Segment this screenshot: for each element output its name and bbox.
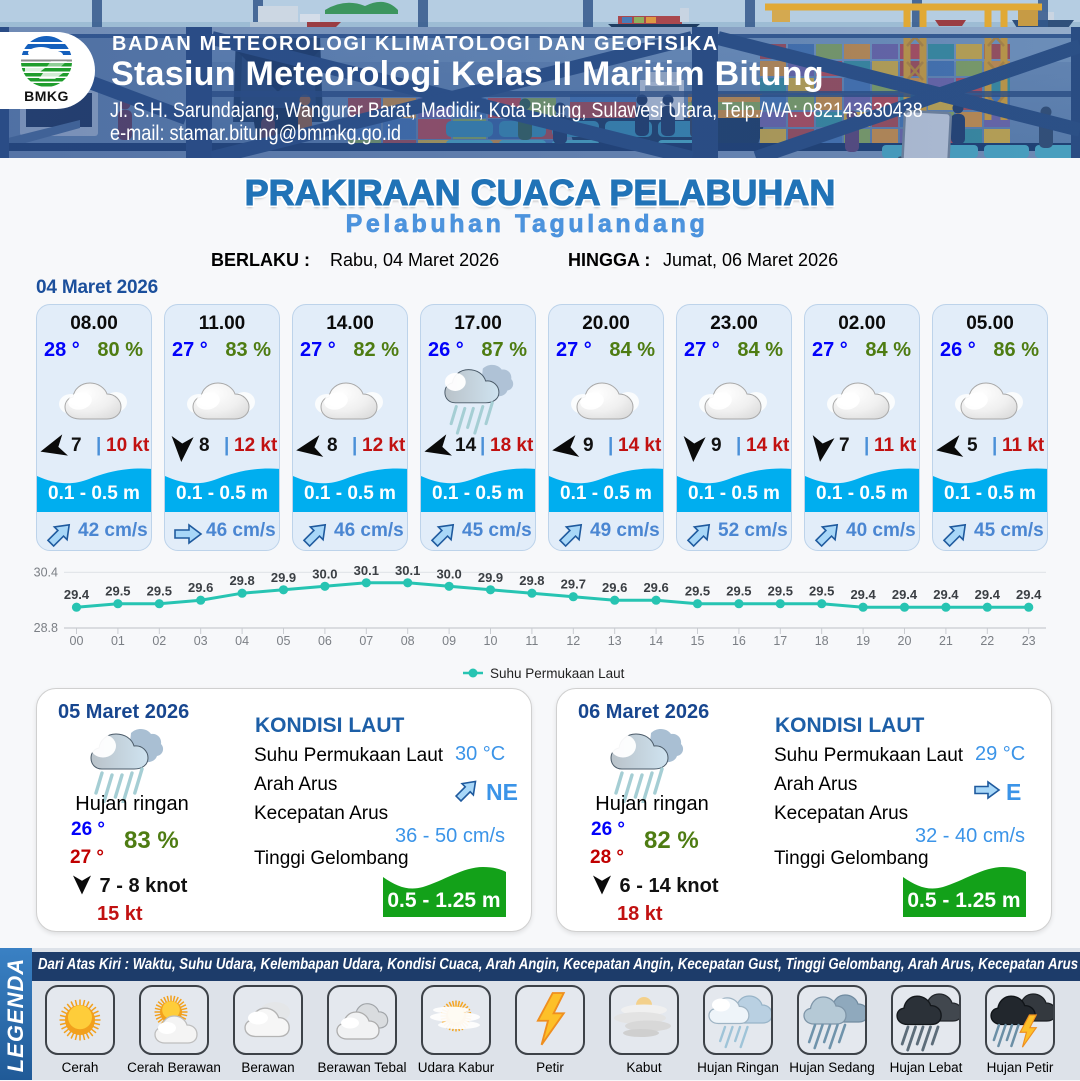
svg-text:30.1: 30.1 — [354, 563, 379, 578]
svg-text:30.4: 30.4 — [34, 565, 58, 579]
svg-text:0.5 - 1.25 m: 0.5 - 1.25 m — [907, 889, 1020, 912]
svg-text:21: 21 — [939, 634, 953, 648]
svg-text:29.8: 29.8 — [229, 573, 254, 588]
svg-text:Suhu Permukaan Laut: Suhu Permukaan Laut — [490, 666, 625, 681]
svg-text:16: 16 — [732, 634, 746, 648]
svg-text:23: 23 — [1022, 634, 1036, 648]
svg-text:0.5 - 1.25 m: 0.5 - 1.25 m — [387, 889, 500, 912]
svg-text:12: 12 — [566, 634, 580, 648]
svg-text:29.6: 29.6 — [602, 580, 627, 595]
svg-text:29.6: 29.6 — [643, 580, 668, 595]
svg-text:14: 14 — [649, 634, 663, 648]
svg-text:29.6: 29.6 — [188, 580, 213, 595]
svg-text:01: 01 — [111, 634, 125, 648]
svg-text:29.4: 29.4 — [1016, 587, 1042, 602]
svg-text:29.4: 29.4 — [975, 587, 1001, 602]
svg-text:28.8: 28.8 — [34, 621, 58, 635]
svg-text:30.0: 30.0 — [312, 566, 337, 581]
svg-text:03: 03 — [194, 634, 208, 648]
svg-text:29.7: 29.7 — [561, 577, 586, 592]
svg-text:11: 11 — [525, 634, 538, 648]
svg-text:29.5: 29.5 — [105, 584, 130, 599]
svg-text:29.9: 29.9 — [271, 570, 296, 585]
svg-text:30.1: 30.1 — [395, 563, 420, 578]
svg-text:19: 19 — [856, 634, 870, 648]
svg-text:29.4: 29.4 — [892, 587, 918, 602]
svg-text:29.5: 29.5 — [768, 584, 793, 599]
svg-text:29.4: 29.4 — [64, 587, 90, 602]
svg-text:29.8: 29.8 — [519, 573, 544, 588]
svg-text:20: 20 — [898, 634, 912, 648]
svg-text:30.0: 30.0 — [436, 566, 461, 581]
svg-text:29.5: 29.5 — [147, 584, 172, 599]
svg-text:29.4: 29.4 — [933, 587, 959, 602]
svg-text:17: 17 — [773, 634, 787, 648]
svg-text:04: 04 — [235, 634, 249, 648]
svg-text:05: 05 — [277, 634, 291, 648]
svg-text:06: 06 — [318, 634, 332, 648]
svg-text:29.5: 29.5 — [685, 584, 710, 599]
svg-text:22: 22 — [980, 634, 994, 648]
svg-text:15: 15 — [691, 634, 705, 648]
svg-text:08: 08 — [401, 634, 415, 648]
svg-text:13: 13 — [608, 634, 622, 648]
svg-text:09: 09 — [442, 634, 456, 648]
svg-text:29.5: 29.5 — [809, 584, 834, 599]
svg-text:29.5: 29.5 — [726, 584, 751, 599]
svg-text:29.9: 29.9 — [478, 570, 503, 585]
svg-text:10: 10 — [484, 634, 498, 648]
svg-text:18: 18 — [815, 634, 829, 648]
svg-text:02: 02 — [152, 634, 166, 648]
svg-text:00: 00 — [70, 634, 84, 648]
svg-text:07: 07 — [359, 634, 373, 648]
svg-text:29.4: 29.4 — [850, 587, 876, 602]
